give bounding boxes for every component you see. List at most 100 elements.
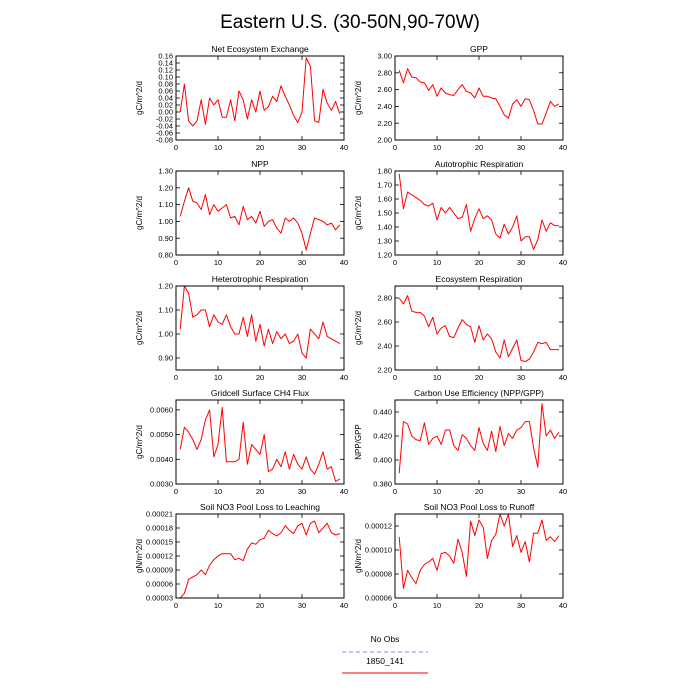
- x-tick-label: 10: [433, 258, 441, 267]
- y-tick-label: 0.04: [158, 94, 173, 103]
- y-tick-label: 1.20: [377, 251, 392, 260]
- y-axis-label: gN/m^2/d: [354, 539, 363, 573]
- panel-title: Gridcell Surface CH4 Flux: [211, 388, 310, 398]
- y-tick-label: 0.14: [158, 59, 173, 68]
- panel-grid: Net Ecosystem Exchange -0.08-0.06-0.04-0.…: [135, 44, 567, 610]
- x-tick-label: 10: [433, 601, 441, 610]
- x-tick-label: 10: [433, 373, 441, 382]
- x-tick-label: 0: [393, 487, 397, 496]
- y-axis-label: NPP/GPP: [354, 424, 363, 460]
- y-tick-label: 1.00: [158, 330, 173, 339]
- y-tick-label: -0.02: [156, 115, 173, 124]
- x-tick-label: 10: [214, 601, 222, 610]
- x-tick-label: 20: [256, 373, 264, 382]
- series-line-1850-141: [179, 406, 341, 482]
- x-tick-label: 0: [393, 143, 397, 152]
- y-tick-label: 2.60: [377, 85, 392, 94]
- x-tick-label: 40: [559, 601, 567, 610]
- y-tick-label: 1.40: [377, 223, 392, 232]
- series-line-1850-141: [398, 68, 560, 125]
- chart-panel-soil-no3-pool-loss-to-leaching: Soil NO3 Pool Loss to Leaching 0.00003 0.0…: [135, 502, 348, 610]
- panel-title: Autotrophic Respiration: [435, 159, 524, 169]
- chart-panel-gpp: GPP 2.00 2.20 2.40 2.60 2.80 3.00 0 10 20 30 40 gC/m…: [354, 44, 567, 152]
- x-tick-label: 30: [517, 258, 525, 267]
- y-tick-label: 0.08: [158, 80, 173, 89]
- legend: No Obs 1850_141: [342, 634, 428, 674]
- y-tick-label: 0.0060: [150, 405, 173, 414]
- chart-panel-autotrophic-respiration: Autotrophic Respiration 1.20 1.30 1.40 1.50 1…: [354, 159, 567, 267]
- x-tick-label: 20: [475, 143, 483, 152]
- y-tick-label: 1.10: [158, 306, 173, 315]
- panel-title: Soil NO3 Pool Loss to Leaching: [200, 502, 320, 512]
- x-tick-label: 40: [559, 143, 567, 152]
- y-tick-label: 2.40: [377, 342, 392, 351]
- y-tick-label: 0.00021: [146, 510, 173, 519]
- y-tick-label: 0.00012: [365, 522, 392, 531]
- plot-frame: [175, 399, 345, 485]
- x-tick-label: 20: [256, 487, 264, 496]
- plot-frame: [175, 170, 345, 256]
- x-tick-label: 30: [298, 373, 306, 382]
- plot-frame: [394, 399, 564, 485]
- x-tick-label: 30: [298, 601, 306, 610]
- x-tick-label: 0: [174, 258, 178, 267]
- x-tick-label: 30: [298, 143, 306, 152]
- y-axis-label: gC/m^2/d: [354, 311, 363, 345]
- x-tick-label: 20: [475, 487, 483, 496]
- y-tick-label: 0.420: [373, 432, 392, 441]
- panel-title: Heterotrophic Respiration: [212, 274, 309, 284]
- y-tick-label: 0.06: [158, 87, 173, 96]
- x-tick-label: 10: [214, 487, 222, 496]
- y-tick-label: 0.00015: [146, 538, 173, 547]
- y-tick-label: 1.30: [158, 167, 173, 176]
- x-tick-label: 10: [433, 143, 441, 152]
- y-tick-label: 0.00018: [146, 524, 173, 533]
- x-tick-label: 0: [174, 143, 178, 152]
- y-tick-label: 0.02: [158, 101, 173, 110]
- y-tick-label: 1.70: [377, 181, 392, 190]
- plot-frame: [175, 285, 345, 371]
- x-tick-label: 20: [256, 601, 264, 610]
- x-tick-label: 40: [340, 143, 348, 152]
- y-tick-label: 0.12: [158, 66, 173, 75]
- series-line-1850-141: [179, 187, 341, 251]
- x-tick-label: 0: [393, 258, 397, 267]
- plot-frame: [394, 55, 564, 141]
- series-line-1850-141: [179, 520, 340, 598]
- y-tick-label: 1.20: [158, 282, 173, 291]
- x-tick-label: 30: [298, 487, 306, 496]
- y-axis-label: gC/m^2/d: [354, 196, 363, 230]
- panel-title: Net Ecosystem Exchange: [211, 44, 309, 54]
- y-axis-label: gC/m^2/d: [135, 196, 144, 230]
- y-axis-label: gC/m^2/d: [135, 81, 144, 115]
- series-line-1850-141: [179, 57, 341, 127]
- y-tick-label: 3.00: [377, 52, 392, 61]
- panel-title: Ecosystem Respiration: [436, 274, 523, 284]
- y-tick-label: 1.20: [158, 183, 173, 192]
- plot-frame: [394, 170, 564, 256]
- x-tick-label: 0: [393, 601, 397, 610]
- x-tick-label: 40: [340, 258, 348, 267]
- y-tick-label: 0.90: [158, 234, 173, 243]
- series-line-1850-141: [398, 173, 559, 250]
- plot-frame: [175, 55, 345, 141]
- x-tick-label: 40: [559, 487, 567, 496]
- x-tick-label: 0: [174, 601, 178, 610]
- chart-panel-ecosystem-respiration: Ecosystem Respiration 2.20 2.40 2.60 2.80 0 10…: [354, 274, 567, 382]
- y-tick-label: 0.80: [158, 251, 173, 260]
- y-tick-label: 1.10: [158, 200, 173, 209]
- y-tick-label: -0.04: [156, 122, 173, 131]
- x-tick-label: 10: [214, 143, 222, 152]
- y-axis-label: gC/m^2/d: [135, 311, 144, 345]
- x-tick-label: 10: [214, 373, 222, 382]
- y-tick-label: 0.00010: [365, 546, 392, 555]
- x-tick-label: 0: [393, 373, 397, 382]
- series-line-1850-141: [398, 403, 560, 474]
- series-line-1850-141: [398, 514, 560, 589]
- chart-panel-heterotrophic-respiration: Heterotrophic Respiration 0.90 1.00 1.10 1.2…: [135, 274, 348, 382]
- y-tick-label: 0.00012: [146, 552, 173, 561]
- y-tick-label: 0.0040: [150, 455, 173, 464]
- x-tick-label: 40: [340, 487, 348, 496]
- y-axis-label: gN/m^2/d: [135, 539, 144, 573]
